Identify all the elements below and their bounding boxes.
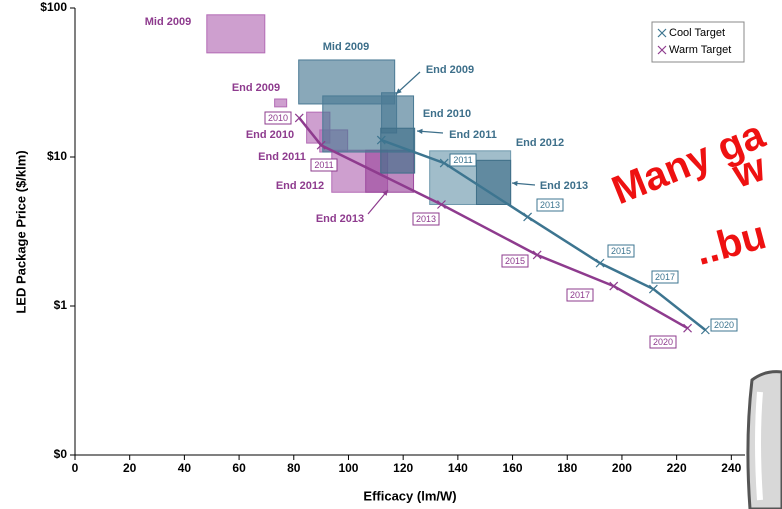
point-label: 2010 xyxy=(268,113,288,123)
box-label: End 2009 xyxy=(426,64,474,76)
x-tick-label: 100 xyxy=(338,461,358,475)
point-label: 2011 xyxy=(314,160,333,170)
point-label: 2017 xyxy=(570,290,590,300)
bulb-image xyxy=(748,372,782,509)
box-label: End 2012 xyxy=(276,180,324,192)
target-marker xyxy=(684,324,692,332)
target-marker xyxy=(524,213,532,221)
point-label: 2013 xyxy=(540,200,560,210)
point-label: 2020 xyxy=(653,337,673,347)
chart: LED Package Price ($/klm) Efficacy (lm/W… xyxy=(0,0,782,509)
price-box xyxy=(207,15,265,53)
box-label: End 2009 xyxy=(232,82,280,94)
x-tick-label: 0 xyxy=(72,461,79,475)
point-label: 2015 xyxy=(611,246,631,256)
target-marker xyxy=(295,114,303,122)
arrow-head xyxy=(417,129,423,134)
y-tick-label: $1 xyxy=(54,298,68,312)
box-label: End 2011 xyxy=(258,151,306,163)
box-label: End 2012 xyxy=(516,137,564,149)
y-tick-label: $10 xyxy=(47,149,67,163)
x-tick-label: 200 xyxy=(612,461,632,475)
price-box xyxy=(476,160,510,204)
box-label: End 2010 xyxy=(423,108,471,120)
target-marker xyxy=(701,326,709,334)
price-box xyxy=(275,99,287,107)
legend-label: Warm Target xyxy=(669,44,731,56)
x-tick-label: 140 xyxy=(448,461,468,475)
x-tick-label: 60 xyxy=(232,461,246,475)
x-tick-label: 80 xyxy=(287,461,301,475)
x-axis-title: Efficacy (lm/W) xyxy=(363,488,456,503)
x-tick-label: 40 xyxy=(178,461,192,475)
x-tick-label: 160 xyxy=(503,461,523,475)
arrow-head xyxy=(512,181,518,186)
point-label: 2020 xyxy=(714,320,734,330)
box-label: Mid 2009 xyxy=(145,16,191,28)
point-label: 2011 xyxy=(453,155,472,165)
x-tick-label: 180 xyxy=(557,461,577,475)
point-label: 2017 xyxy=(655,272,675,282)
x-tick-label: 120 xyxy=(393,461,413,475)
y-axis-title: LED Package Price ($/klm) xyxy=(13,150,28,313)
box-label: Mid 2009 xyxy=(323,41,369,53)
point-label: 2013 xyxy=(416,214,436,224)
legend-label: Cool Target xyxy=(669,27,725,39)
box-label: End 2010 xyxy=(246,129,294,141)
point-label: 2015 xyxy=(505,256,525,266)
box-label: End 2013 xyxy=(540,180,588,192)
box-label: End 2011 xyxy=(449,129,497,141)
y-tick-label: $0 xyxy=(54,447,68,461)
x-tick-label: 240 xyxy=(721,461,741,475)
bulb-highlight xyxy=(758,392,760,500)
box-label: End 2013 xyxy=(316,213,364,225)
x-tick-label: 20 xyxy=(123,461,137,475)
x-tick-label: 220 xyxy=(667,461,687,475)
overlay-text: ..bu xyxy=(691,213,771,274)
y-tick-label: $100 xyxy=(40,0,67,14)
